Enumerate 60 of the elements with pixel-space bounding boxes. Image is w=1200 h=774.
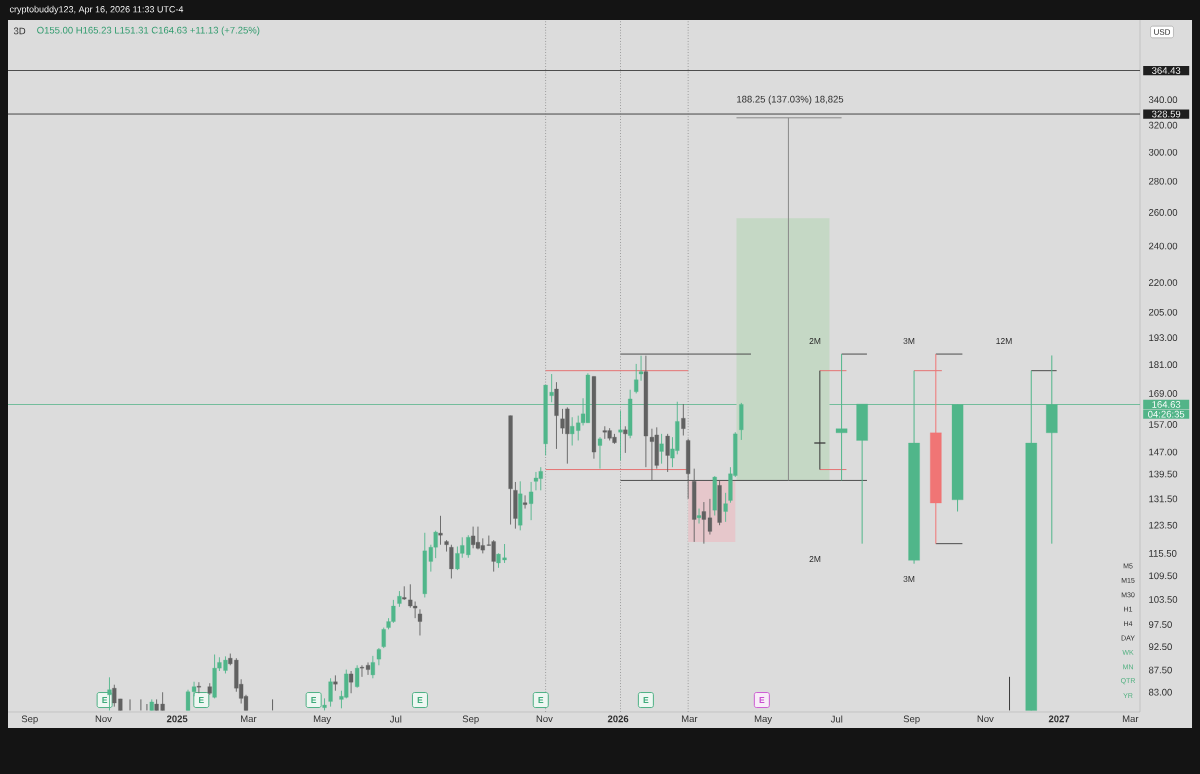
y-tick-label: 123.50	[1149, 521, 1178, 529]
annotation: E	[102, 697, 108, 703]
x-tick-label: 2026	[607, 715, 629, 723]
y-tick-label: 139.50	[1149, 470, 1178, 478]
y-tick-label: 181.00	[1149, 361, 1178, 368]
ref-line-label: 328.59	[1152, 110, 1181, 118]
text: 04:26:35	[1148, 410, 1185, 418]
y-tick-label: 220.00	[1149, 279, 1178, 286]
text: cryptobuddy123, Apr 16, 2026 11:33 UTC-4	[9, 5, 184, 15]
annotation: E	[759, 697, 765, 703]
text: USD	[1154, 29, 1171, 35]
y-tick-label: 147.00	[1149, 448, 1178, 456]
annotation: E	[538, 697, 544, 703]
y-tick-label: 169.00	[1149, 390, 1178, 397]
annotation: E	[311, 697, 317, 703]
ref-line-label: 364.43	[1152, 67, 1181, 74]
annotation: E	[199, 697, 204, 703]
y-tick-label: 87.50	[1148, 666, 1172, 674]
annotation: E	[417, 697, 423, 703]
y-tick-label: 280.00	[1149, 177, 1178, 185]
x-tick-label: Sep	[903, 715, 920, 725]
x-tick-label: Sep	[21, 715, 38, 725]
x-tick-label: Mar	[681, 715, 698, 723]
annotation: 2M	[809, 556, 821, 562]
ref-line-label: 164.63	[1152, 401, 1181, 408]
x-tick-label: Mar	[1122, 715, 1139, 723]
x-tick-label: Jul	[830, 715, 843, 723]
y-tick-label: 193.00	[1149, 334, 1178, 342]
annotation: 2M	[809, 338, 821, 344]
annotation: 188.25 (137.03%) 18,825	[737, 95, 844, 105]
x-tick-label: May	[754, 715, 773, 724]
annotation: 3M	[903, 337, 915, 344]
y-tick-label: 240.00	[1149, 242, 1178, 250]
y-tick-label: 260.00	[1149, 209, 1178, 216]
y-tick-label: 115.50	[1149, 550, 1177, 557]
annotation: 3M	[903, 575, 915, 582]
x-tick-label: Nov	[95, 715, 112, 723]
y-tick-label: 92.50	[1148, 643, 1172, 651]
y-tick-label: 109.50	[1149, 572, 1178, 580]
x-tick-label: Nov	[977, 715, 994, 723]
text: 3D	[13, 27, 26, 35]
x-tick-label: May	[313, 715, 332, 724]
y-tick-label: 97.50	[1148, 621, 1172, 628]
y-tick-label: 131.50	[1149, 495, 1178, 503]
x-tick-label: Nov	[536, 715, 553, 723]
annotation: E	[643, 697, 649, 703]
x-tick-label: Sep	[462, 715, 479, 725]
x-tick-label: Mar	[241, 715, 257, 723]
y-tick-label: 205.00	[1149, 308, 1178, 316]
x-tick-label: 2025	[166, 715, 188, 723]
annotation: 12M	[996, 338, 1012, 344]
y-tick-label: 300.00	[1148, 148, 1178, 156]
y-tick-label: 83.00	[1148, 688, 1172, 696]
x-tick-label: 2027	[1048, 715, 1070, 723]
y-tick-label: 340.00	[1148, 96, 1178, 104]
y-tick-label: 320.00	[1148, 121, 1178, 129]
x-tick-label: Jul	[389, 715, 402, 723]
y-tick-label: 157.00	[1149, 421, 1178, 428]
y-tick-label: 103.50	[1149, 596, 1178, 603]
text: O155.00 H165.23 L151.31 C164.63 +11.13 (+7.25%)	[37, 26, 260, 36]
